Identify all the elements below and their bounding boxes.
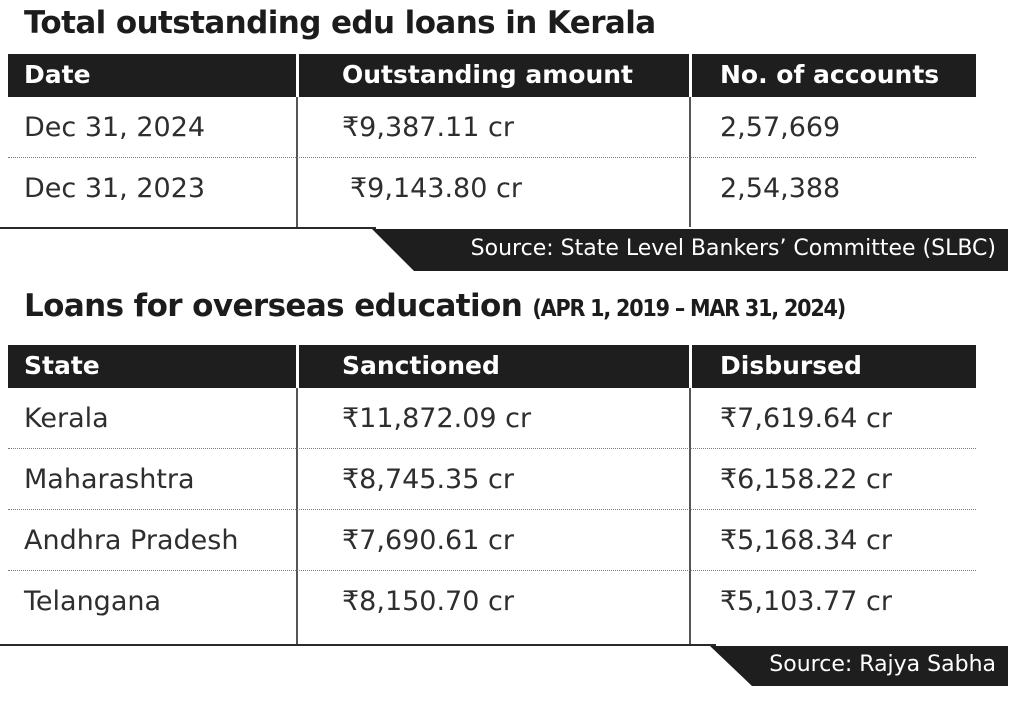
table-bottom-rule xyxy=(0,644,716,646)
section2-title: Loans for overseas education xyxy=(24,288,523,324)
cell-amount: ₹9,387.11 cr xyxy=(342,112,514,143)
cell-date: Dec 31, 2024 xyxy=(24,112,206,143)
header-divider xyxy=(689,345,692,388)
cell-state: Andhra Pradesh xyxy=(24,525,239,556)
cell-sanctioned: ₹11,872.09 cr xyxy=(342,403,532,434)
column-divider xyxy=(689,388,691,644)
table-header: State Sanctioned Disbursed xyxy=(8,345,976,388)
header-state: State xyxy=(24,351,100,380)
header-sanctioned: Sanctioned xyxy=(342,351,500,380)
cell-date: Dec 31, 2023 xyxy=(24,173,206,204)
table-row: Dec 31, 2023 ₹9,143.80 cr 2,54,388 xyxy=(8,158,976,219)
table-row: Maharashtra ₹8,745.35 cr ₹6,158.22 cr xyxy=(8,449,976,510)
cell-accounts: 2,57,669 xyxy=(720,112,841,143)
cell-sanctioned: ₹8,150.70 cr xyxy=(342,586,514,617)
header-divider xyxy=(296,345,299,388)
table-row: Telangana ₹8,150.70 cr ₹5,103.77 cr xyxy=(8,571,976,632)
header-outstanding-amount: Outstanding amount xyxy=(342,60,634,89)
header-no-of-accounts: No. of accounts xyxy=(720,60,940,89)
section2-date-range: (APR 1, 2019 – MAR 31, 2024) xyxy=(532,296,846,322)
source-text: Source: Rajya Sabha xyxy=(769,652,996,677)
source-badge: Source: Rajya Sabha xyxy=(710,646,1008,686)
section2-title-line: Loans for overseas education (APR 1, 201… xyxy=(24,288,846,324)
table-row: Dec 31, 2024 ₹9,387.11 cr 2,57,669 xyxy=(8,97,976,158)
cell-state: Kerala xyxy=(24,403,109,434)
cell-state: Maharashtra xyxy=(24,464,195,495)
source-text: Source: State Level Bankers’ Committee (… xyxy=(470,236,996,261)
table-row: Kerala ₹11,872.09 cr ₹7,619.64 cr xyxy=(8,388,976,449)
table-row: Andhra Pradesh ₹7,690.61 cr ₹5,168.34 cr xyxy=(8,510,976,571)
cell-sanctioned: ₹7,690.61 cr xyxy=(342,525,514,556)
outstanding-loans-table: Date Outstanding amount No. of accounts … xyxy=(8,54,976,227)
column-divider xyxy=(296,97,298,227)
table-bottom-rule xyxy=(0,227,376,229)
overseas-loans-table: State Sanctioned Disbursed Kerala ₹11,87… xyxy=(8,345,976,644)
cell-accounts: 2,54,388 xyxy=(720,173,841,204)
section1-title: Total outstanding edu loans in Kerala xyxy=(24,5,656,41)
table-body: Dec 31, 2024 ₹9,387.11 cr 2,57,669 Dec 3… xyxy=(8,97,976,227)
header-divider xyxy=(296,54,299,97)
table-body: Kerala ₹11,872.09 cr ₹7,619.64 cr Mahara… xyxy=(8,388,976,644)
header-date: Date xyxy=(24,60,91,89)
header-disbursed: Disbursed xyxy=(720,351,862,380)
header-divider xyxy=(689,54,692,97)
cell-amount: ₹9,143.80 cr xyxy=(350,173,522,204)
cell-disbursed: ₹5,103.77 cr xyxy=(720,586,892,617)
cell-sanctioned: ₹8,745.35 cr xyxy=(342,464,514,495)
source-badge: Source: State Level Bankers’ Committee (… xyxy=(372,229,1008,271)
table-header: Date Outstanding amount No. of accounts xyxy=(8,54,976,97)
cell-disbursed: ₹6,158.22 cr xyxy=(720,464,892,495)
column-divider xyxy=(689,97,691,227)
cell-disbursed: ₹7,619.64 cr xyxy=(720,403,892,434)
cell-disbursed: ₹5,168.34 cr xyxy=(720,525,892,556)
cell-state: Telangana xyxy=(24,586,162,617)
column-divider xyxy=(296,388,298,644)
